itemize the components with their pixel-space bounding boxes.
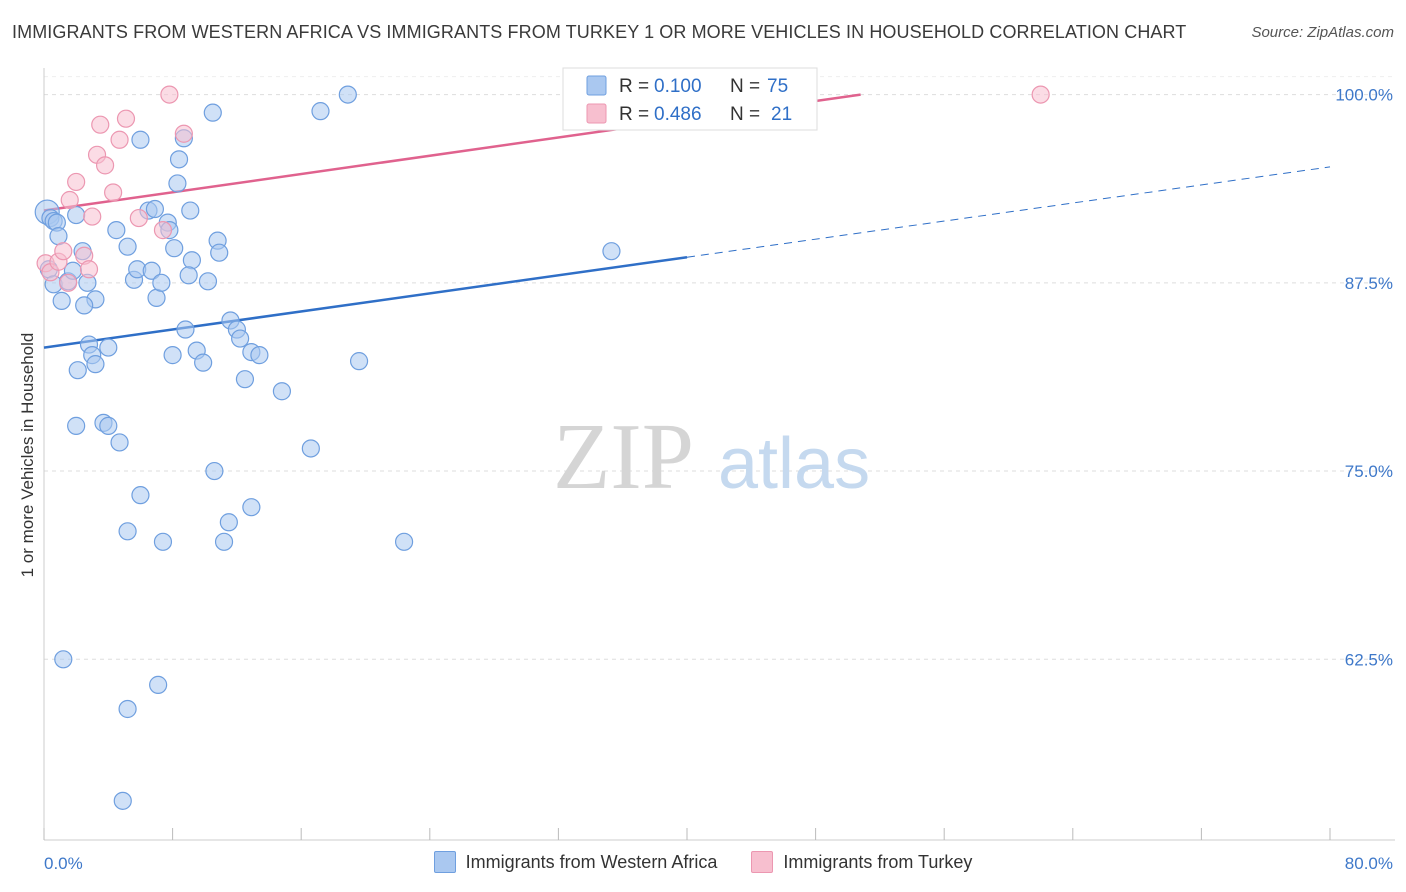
point-western-africa (203, 103, 222, 122)
chart-title: IMMIGRANTS FROM WESTERN AFRICA VS IMMIGR… (12, 22, 1187, 42)
point-turkey (95, 156, 115, 175)
point-turkey (153, 221, 173, 240)
legend-r-label-2: R = (619, 104, 649, 125)
point-turkey (116, 109, 136, 128)
point-western-africa (272, 382, 292, 401)
trend-line-0 (43, 255, 688, 349)
y-tick-label: 100.0% (1335, 86, 1393, 105)
point-western-africa (107, 221, 126, 240)
point-turkey (110, 130, 129, 149)
point-western-africa (86, 355, 105, 374)
point-turkey (1031, 85, 1050, 104)
source-note: Source: ZipAtlas.com (1251, 24, 1394, 41)
point-western-africa (147, 288, 166, 307)
watermark-atlas: atlas (718, 424, 870, 504)
legend-swatch-turkey (586, 103, 607, 124)
point-turkey (59, 273, 78, 292)
y-tick-label: 87.5% (1345, 274, 1393, 293)
point-western-africa (153, 532, 173, 551)
point-western-africa (131, 130, 150, 149)
point-western-africa (338, 85, 357, 104)
point-turkey (174, 124, 193, 143)
legend-n-value-1: 75 (767, 76, 788, 97)
point-western-africa (75, 296, 94, 315)
point-turkey (104, 183, 123, 202)
legend-item-western-africa: Immigrants from Western Africa (433, 851, 718, 873)
legend-n-label-1: N = (730, 76, 760, 97)
point-western-africa (52, 291, 71, 310)
y-tick-label: 75.0% (1345, 462, 1393, 481)
point-western-africa (219, 513, 238, 532)
point-western-africa (163, 346, 182, 365)
point-turkey (83, 207, 102, 226)
point-western-africa (131, 486, 150, 505)
legend-n-value-2: 21 (771, 104, 792, 125)
point-turkey (91, 115, 110, 134)
legend-r-value-2: 0.486 (654, 104, 702, 125)
point-western-africa (242, 498, 261, 517)
point-western-africa (54, 650, 73, 669)
point-western-africa (169, 150, 189, 169)
point-western-africa (145, 199, 165, 219)
point-western-africa (176, 320, 195, 339)
legend-r-value-1: 0.100 (654, 76, 702, 97)
bottom-legend: Immigrants from Western Africa Immigrant… (0, 851, 1406, 873)
point-western-africa (99, 416, 118, 435)
point-western-africa (210, 243, 229, 262)
point-western-africa (231, 329, 250, 348)
point-western-africa (99, 338, 118, 357)
legend-swatch-pink (751, 851, 774, 873)
point-western-africa (168, 174, 187, 193)
point-western-africa (113, 791, 132, 810)
point-western-africa (152, 273, 171, 292)
legend-n-label-2: N = (730, 104, 760, 125)
point-western-africa (311, 102, 330, 121)
point-turkey (67, 172, 86, 192)
point-western-africa (142, 261, 161, 280)
point-western-africa (182, 251, 201, 270)
trend-line-extension-0 (686, 166, 1331, 258)
point-western-africa (181, 201, 200, 220)
point-western-africa (67, 205, 86, 225)
point-western-africa (250, 346, 269, 365)
point-western-africa (349, 352, 369, 371)
point-turkey (160, 85, 179, 104)
point-western-africa (301, 439, 320, 458)
y-tick-label: 62.5% (1345, 650, 1393, 669)
point-western-africa (49, 227, 68, 246)
point-western-africa (214, 532, 234, 551)
point-western-africa (68, 361, 87, 380)
point-western-africa (67, 416, 86, 435)
point-western-africa (110, 433, 129, 452)
legend-swatch-western-africa (586, 75, 607, 96)
y-axis-label: 1 or more Vehicles in Household (18, 333, 37, 578)
point-western-africa (118, 237, 137, 256)
point-western-africa (205, 461, 224, 481)
point-western-africa (602, 242, 621, 261)
point-western-africa (394, 532, 414, 551)
legend-r-label-1: R = (619, 76, 649, 97)
point-western-africa (118, 699, 137, 719)
point-western-africa (198, 272, 218, 291)
legend-swatch-blue (433, 851, 456, 873)
legend-label-western-africa: Immigrants from Western Africa (465, 851, 718, 872)
point-western-africa (235, 370, 255, 389)
point-turkey (60, 190, 79, 210)
x-tick-label-max: 80.0% (1345, 854, 1393, 873)
point-turkey (129, 208, 148, 228)
point-turkey (79, 260, 99, 279)
watermark-zip: ZIP (553, 405, 694, 509)
watermark: ZIP atlas (553, 405, 870, 509)
point-western-africa (194, 353, 213, 372)
point-turkey (54, 242, 73, 261)
legend-label-turkey: Immigrants from Turkey (783, 851, 973, 872)
point-western-africa (165, 239, 184, 258)
point-western-africa (149, 675, 168, 694)
top-legend: R = 0.100 N = 75 R = 0.486 N = 21 (562, 67, 818, 131)
legend-item-turkey: Immigrants from Turkey (751, 851, 972, 873)
point-western-africa (179, 266, 198, 285)
point-western-africa (118, 522, 137, 541)
x-tick-label-min: 0.0% (44, 854, 83, 873)
